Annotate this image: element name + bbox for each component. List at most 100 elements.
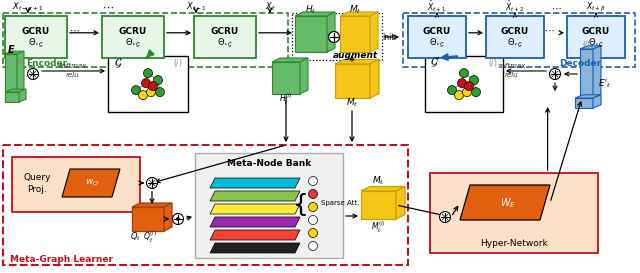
Text: $\mathcal{G}$: $\mathcal{G}$	[114, 57, 122, 70]
Text: $\Theta_{\star\mathcal{G}}$: $\Theta_{\star\mathcal{G}}$	[217, 37, 233, 50]
Text: $(i)$: $(i)$	[582, 39, 591, 49]
Polygon shape	[17, 51, 24, 92]
FancyBboxPatch shape	[486, 16, 544, 58]
Polygon shape	[361, 186, 405, 191]
Polygon shape	[593, 46, 601, 97]
Text: GCRU: GCRU	[211, 28, 239, 37]
Polygon shape	[295, 12, 335, 16]
Circle shape	[465, 82, 474, 91]
Circle shape	[173, 213, 184, 224]
Circle shape	[440, 212, 451, 222]
Text: $\cdots$: $\cdots$	[102, 2, 114, 12]
FancyBboxPatch shape	[430, 173, 598, 253]
FancyBboxPatch shape	[567, 16, 625, 58]
Text: Query: Query	[23, 173, 51, 182]
Text: Proj.: Proj.	[27, 185, 47, 194]
Text: Hyper-Network: Hyper-Network	[480, 239, 548, 248]
Text: GCRU: GCRU	[582, 28, 610, 37]
Polygon shape	[300, 58, 308, 94]
FancyBboxPatch shape	[194, 16, 256, 58]
FancyBboxPatch shape	[108, 56, 188, 112]
Polygon shape	[210, 204, 300, 214]
FancyBboxPatch shape	[102, 16, 164, 58]
Polygon shape	[575, 98, 593, 108]
FancyBboxPatch shape	[408, 16, 466, 58]
Polygon shape	[580, 49, 593, 97]
Polygon shape	[132, 207, 164, 231]
Circle shape	[28, 69, 38, 79]
Text: {: {	[293, 194, 309, 218]
Text: $\cdots$: $\cdots$	[550, 3, 561, 13]
Circle shape	[131, 86, 141, 95]
Text: $H_t$: $H_t$	[305, 4, 317, 16]
Circle shape	[472, 88, 481, 97]
Circle shape	[143, 69, 152, 78]
Text: $Q_t^{(i)}$: $Q_t^{(i)}$	[143, 229, 157, 245]
Polygon shape	[335, 64, 370, 98]
Text: $E'_t$: $E'_t$	[598, 78, 612, 90]
Polygon shape	[210, 178, 300, 188]
Text: $Q_t$: $Q_t$	[131, 231, 141, 243]
Text: $\hat{X}_{t+1}$: $\hat{X}_{t+1}$	[428, 0, 447, 14]
Text: $M_t^{(i)}$: $M_t^{(i)}$	[371, 219, 385, 235]
Circle shape	[141, 79, 150, 88]
Text: $H_t^{(i)}$: $H_t^{(i)}$	[279, 91, 293, 107]
Polygon shape	[370, 12, 378, 52]
Text: GCRU: GCRU	[22, 28, 50, 37]
Circle shape	[470, 76, 479, 85]
Circle shape	[154, 76, 163, 85]
Text: GCRU: GCRU	[119, 28, 147, 37]
Circle shape	[147, 177, 157, 188]
Text: $\Theta_{\star\mathcal{G}}$: $\Theta_{\star\mathcal{G}}$	[28, 37, 44, 50]
Text: $M_t$: $M_t$	[349, 4, 361, 16]
Circle shape	[460, 69, 468, 78]
Polygon shape	[19, 89, 26, 102]
Circle shape	[458, 79, 467, 88]
Text: $\mathcal{G}'$: $\mathcal{G}'$	[429, 56, 440, 70]
Text: GCRU: GCRU	[423, 28, 451, 37]
Circle shape	[147, 88, 156, 97]
Bar	[292, 13, 382, 60]
Circle shape	[550, 69, 561, 79]
Text: $(i)$: $(i)$	[173, 57, 182, 69]
Bar	[3, 13, 288, 67]
Text: $\cdots$: $\cdots$	[544, 25, 554, 35]
FancyBboxPatch shape	[195, 153, 343, 258]
Polygon shape	[460, 185, 550, 220]
Polygon shape	[132, 203, 172, 207]
Polygon shape	[210, 243, 300, 253]
Circle shape	[454, 91, 463, 100]
Polygon shape	[327, 12, 335, 52]
Polygon shape	[210, 217, 300, 227]
Polygon shape	[164, 203, 172, 231]
Text: $(i)$: $(i)$	[488, 57, 498, 69]
Text: $\Theta_{\star\mathcal{G}}$: $\Theta_{\star\mathcal{G}}$	[429, 37, 445, 50]
Polygon shape	[580, 46, 601, 49]
Text: GCRU: GCRU	[501, 28, 529, 37]
Text: Init.: Init.	[382, 32, 397, 41]
Text: $(i)$: $(i)$	[15, 56, 24, 66]
Circle shape	[463, 88, 472, 97]
Circle shape	[328, 31, 339, 43]
Text: $W_E$: $W_E$	[500, 196, 516, 210]
Circle shape	[308, 215, 317, 224]
Text: $\Theta_{\star\mathcal{G}}$: $\Theta_{\star\mathcal{G}}$	[588, 37, 604, 50]
Polygon shape	[335, 60, 379, 64]
Polygon shape	[210, 191, 300, 201]
FancyBboxPatch shape	[5, 16, 67, 58]
Circle shape	[176, 217, 180, 221]
Polygon shape	[370, 60, 379, 98]
Polygon shape	[5, 51, 24, 54]
Polygon shape	[340, 12, 378, 16]
Text: $\cdots$: $\cdots$	[68, 25, 79, 35]
Text: $M_t$: $M_t$	[372, 175, 384, 187]
Polygon shape	[361, 191, 396, 219]
Polygon shape	[340, 16, 370, 52]
Bar	[3, 145, 408, 265]
Bar	[403, 13, 635, 67]
Text: softmax: softmax	[59, 63, 87, 69]
Text: $X_{t-\alpha+1}$: $X_{t-\alpha+1}$	[12, 1, 44, 13]
Polygon shape	[272, 62, 300, 94]
Text: $\hat{X}_{t+\beta}$: $\hat{X}_{t+\beta}$	[586, 0, 606, 14]
Circle shape	[308, 203, 317, 212]
